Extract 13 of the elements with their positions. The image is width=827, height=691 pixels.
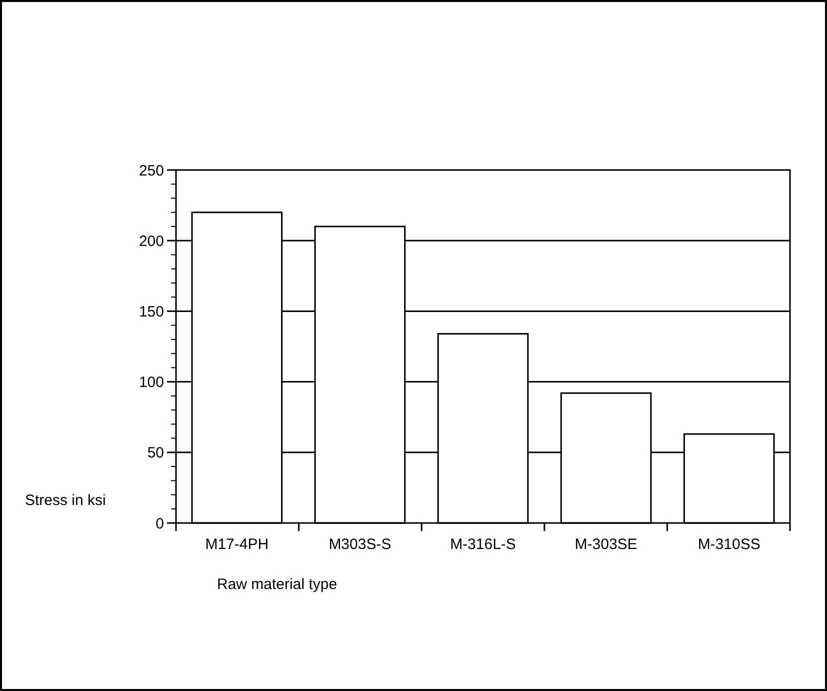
x-axis-title: Raw material type bbox=[217, 576, 338, 593]
y-tick-label: 200 bbox=[138, 232, 164, 250]
x-tick-label: M17-4PH bbox=[205, 536, 269, 553]
x-tick-label: M-303SE bbox=[574, 536, 638, 553]
y-tick-label: 0 bbox=[156, 515, 164, 532]
y-tick-label: 150 bbox=[138, 303, 164, 320]
y-tick-label: 100 bbox=[138, 374, 164, 392]
y-axis-title: Stress in ksi bbox=[25, 492, 106, 509]
x-tick-label: M303S-S bbox=[328, 536, 392, 553]
x-tick-label: M-316L-S bbox=[450, 536, 516, 553]
y-tick-label: 50 bbox=[147, 444, 164, 462]
y-tick-label: 250 bbox=[138, 162, 164, 180]
x-tick-label: M-310SS bbox=[698, 536, 760, 553]
